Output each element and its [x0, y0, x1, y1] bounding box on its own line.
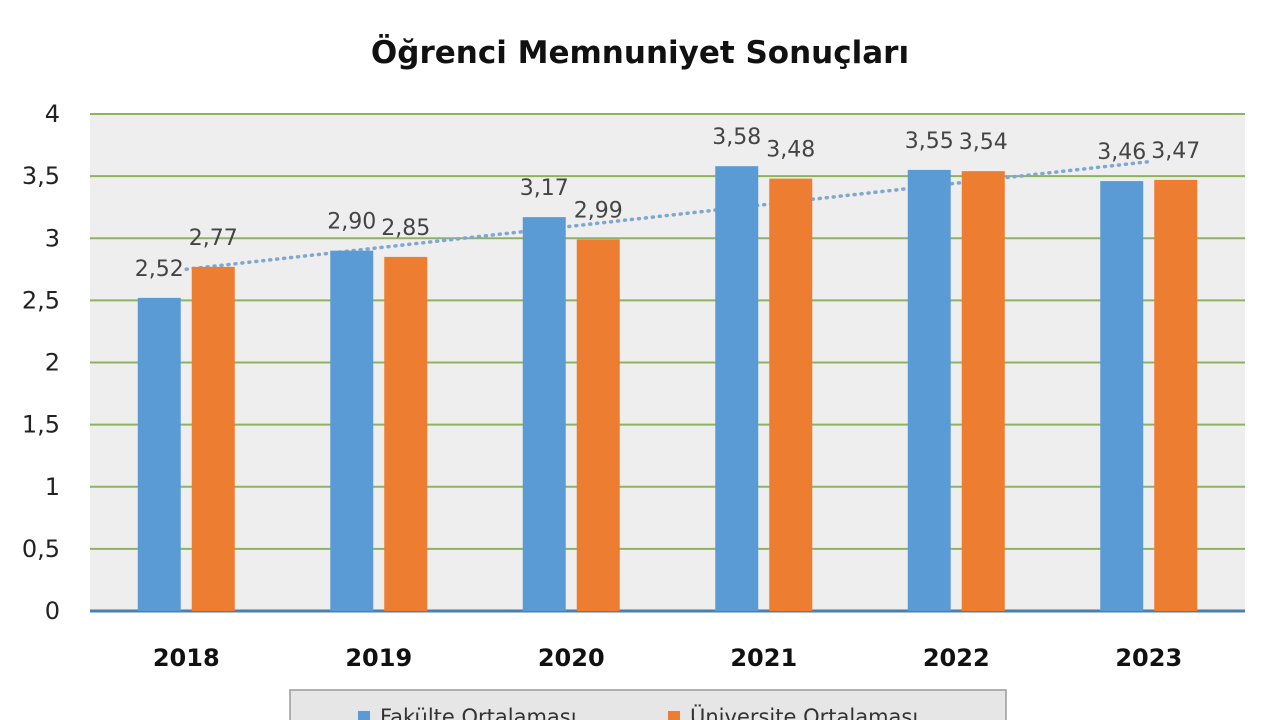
data-label: 2,52: [135, 257, 184, 282]
bar-2021-fakulte: [715, 166, 759, 611]
y-tick-label: 2: [45, 349, 60, 377]
y-tick-label: 1: [45, 473, 60, 501]
data-label: 3,54: [959, 130, 1008, 155]
bars: [137, 166, 1198, 612]
y-tick-label: 3: [45, 224, 60, 252]
y-axis-ticks: 0 0,5 1 1,5 2 2,5 3 3,5 4: [22, 100, 60, 625]
y-tick-label: 0,5: [22, 535, 60, 563]
legend-label-fakulte: Fakülte Ortalaması: [380, 705, 577, 720]
bar-2022-universite: [961, 171, 1005, 611]
x-tick-label: 2023: [1115, 644, 1182, 672]
data-label: 2,85: [381, 216, 430, 241]
legend-label-universite: Üniversite Ortalaması: [690, 704, 918, 720]
gridlines: [90, 113, 1245, 613]
y-tick-label: 0: [45, 597, 60, 625]
data-label: 2,90: [327, 210, 376, 235]
data-label: 3,55: [905, 129, 954, 154]
data-label: 2,99: [574, 198, 623, 223]
bar-2020-fakulte: [522, 217, 566, 611]
x-tick-label: 2020: [538, 644, 605, 672]
chart-title: Öğrenci Memnuniyet Sonuçları: [371, 34, 909, 71]
x-tick-label: 2022: [923, 644, 990, 672]
data-label: 3,48: [766, 138, 815, 163]
bar-2018-universite: [191, 266, 235, 611]
data-label: 3,46: [1097, 140, 1146, 165]
bar-2018-fakulte: [137, 297, 181, 611]
y-tick-label: 3,5: [22, 162, 60, 190]
x-tick-label: 2021: [730, 644, 797, 672]
legend-swatch-fakulte: [358, 711, 370, 720]
bar-2023-fakulte: [1100, 181, 1144, 611]
x-tick-label: 2019: [345, 644, 412, 672]
bar-2019-fakulte: [330, 250, 374, 612]
bar-2019-universite: [384, 256, 428, 611]
bar-2020-universite: [576, 239, 620, 611]
legend-box: [289, 689, 1007, 720]
bar-2022-fakulte: [907, 169, 951, 611]
x-tick-label: 2018: [153, 644, 220, 672]
y-tick-label: 4: [45, 100, 60, 128]
data-label: 3,47: [1151, 139, 1200, 164]
bar-2023-universite: [1154, 179, 1198, 612]
bar-2021-universite: [769, 178, 813, 612]
data-label: 3,17: [520, 176, 569, 201]
legend-swatch-universite: [668, 711, 680, 720]
data-label: 2,77: [189, 226, 238, 251]
y-tick-label: 1,5: [22, 411, 60, 439]
y-tick-label: 2,5: [22, 286, 60, 314]
data-labels: 2,522,77 2,90 2,85 3,172,99 3,58 3,48 3,55 3,54…: [135, 125, 1200, 282]
x-axis-ticks: 2018 2019 2020 2021 2022 2023: [153, 644, 1182, 672]
legend: Fakülte Ortalaması Üniversite Ortalaması: [289, 689, 1007, 720]
data-label: 3,58: [712, 125, 761, 150]
